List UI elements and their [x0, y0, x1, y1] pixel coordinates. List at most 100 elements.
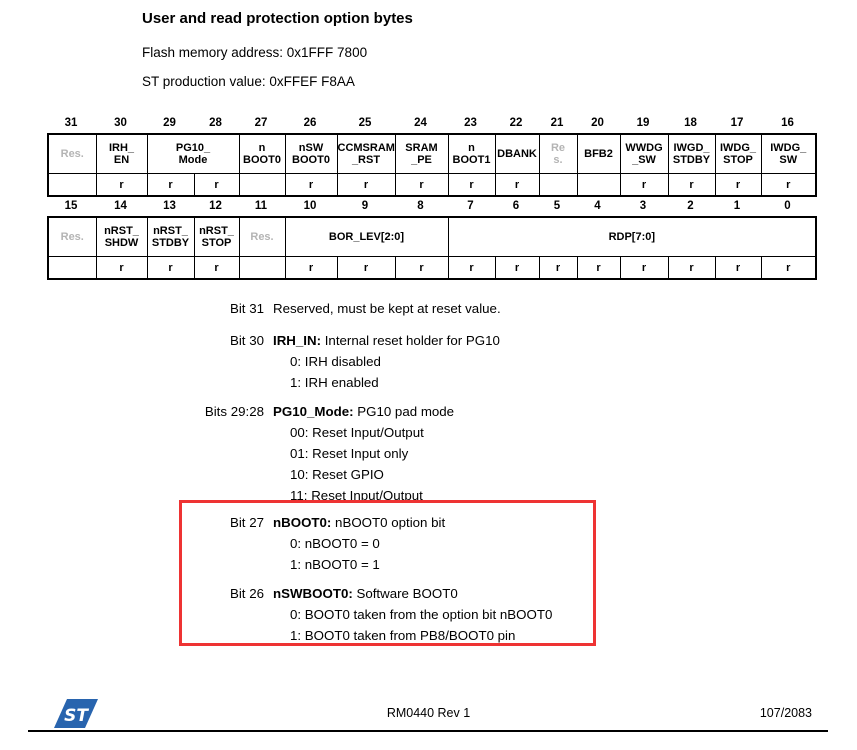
- bit-label: Bits 29:28: [204, 404, 264, 419]
- register-table-low: 15 14 13 12 11 10 9 8 7 6 5 4 3 2 1 0 Res. nRST_ SHDW nRS…: [47, 200, 818, 280]
- bit-number: 30: [114, 117, 127, 129]
- bit-description-head: nBOOT0: nBOOT0 option bit: [273, 515, 446, 530]
- st-logo-icon: ST: [54, 699, 98, 728]
- bit-number: 16: [781, 117, 794, 129]
- bit-description-bits-29-28: Bits 29:28 PG10_Mode: PG10 pad mode 00: Re…: [180, 401, 670, 506]
- bit-number: 27: [254, 117, 268, 129]
- access-cell: r: [760, 256, 817, 280]
- bit-number: 31: [64, 117, 78, 129]
- access-cell: r: [760, 173, 817, 197]
- field-cell: SRAM _PE: [394, 133, 449, 174]
- bit-descriptions: Bit 31 Reserved, must be kept at reset va…: [180, 0, 680, 660]
- bit-number: 1: [733, 200, 741, 212]
- bit-label: Bit 26: [229, 586, 264, 601]
- bit-number-row-low: 15 14 13 12 11 10 9 8 7 6 5 4 3 2 1 0: [47, 200, 815, 216]
- value-line: 10: Reset GPIO: [290, 467, 384, 482]
- access-cell: r: [667, 173, 716, 197]
- field-cell: nRST_ STOP: [193, 216, 240, 257]
- value-line: 0: BOOT0 taken from the option bit nBOOT…: [290, 607, 553, 622]
- bit-description-bit-27: Bit 27 nBOOT0: nBOOT0 option bit 0: nBOOT0…: [180, 512, 670, 575]
- bit-number: 29: [163, 117, 176, 129]
- footer-doc-ref: RM0440 Rev 1: [386, 706, 471, 720]
- access-cell: r: [284, 256, 338, 280]
- bit-label: Bit 31: [229, 301, 264, 316]
- field-cell: CCMSRAM _RST: [336, 133, 396, 174]
- bit-number: 26: [303, 117, 317, 129]
- bit-description-head: Reserved, must be kept at reset value.: [273, 301, 501, 316]
- bit-number: 17: [730, 117, 744, 129]
- access-cell: r: [284, 173, 338, 197]
- access-cell: r: [336, 256, 396, 280]
- bit-description-head: IRH_IN: Internal reset holder for PG10: [273, 333, 500, 348]
- access-cell: [47, 173, 97, 197]
- field-cell: nRST_ STDBY: [146, 216, 195, 257]
- field-cell: WWDG _SW: [619, 133, 669, 174]
- bit-number: 28: [209, 117, 222, 129]
- field-cell: BFB2: [576, 133, 621, 174]
- bit-number: 25: [358, 117, 372, 129]
- bit-number-row-high: 31 30 29 28 27 26 25 24 23 22 21 20 19 18 17 16: [47, 117, 815, 133]
- field-cell: IRH_ EN: [95, 133, 148, 174]
- reserved-field-cell: Res.: [47, 216, 97, 257]
- field-cell: DBANK: [494, 133, 540, 174]
- field-cell: nSW BOOT0: [284, 133, 338, 174]
- flash-address-line: Flash memory address: 0x1FFF 7800: [142, 45, 368, 60]
- access-cell: r: [619, 256, 669, 280]
- reserved-field-cell: Re s.: [538, 133, 578, 174]
- access-cell: r: [146, 173, 195, 197]
- value-line: 1: IRH enabled: [290, 375, 379, 390]
- bit-description-bit-26: Bit 26 nSWBOOT0: Software BOOT0 0: BOOT0 t…: [180, 583, 670, 646]
- bit-number: 18: [684, 117, 697, 129]
- access-cell: r: [95, 173, 148, 197]
- access-cell: r: [146, 256, 195, 280]
- access-cell: r: [447, 173, 496, 197]
- bit-number: 4: [594, 200, 601, 212]
- bit-label: Bit 30: [229, 333, 264, 348]
- access-cell: r: [494, 173, 540, 197]
- access-cell: r: [576, 256, 621, 280]
- access-cell: r: [714, 256, 762, 280]
- value-line: 0: nBOOT0 = 0: [290, 536, 380, 551]
- bit-number: 5: [553, 200, 561, 212]
- access-cell: r: [193, 256, 240, 280]
- bit-description-head: PG10_Mode: PG10 pad mode: [273, 404, 455, 419]
- highlight-box: [179, 500, 596, 646]
- bit-number: 24: [414, 117, 427, 129]
- register-fields-table-high: Res. IRH_ EN PG10_ Mode n BOOT0 nSW BOOT0 CCM…: [47, 133, 817, 197]
- access-cell: r: [667, 256, 716, 280]
- bit-number: 9: [361, 200, 369, 212]
- register-fields-table-low: Res. nRST_ SHDW nRST_ STDBY nRST_ STOP Res. B…: [47, 216, 818, 280]
- bit-number: 23: [464, 117, 477, 129]
- value-line: 01: Reset Input only: [290, 446, 409, 461]
- bit-number: 14: [114, 200, 127, 212]
- bit-description-body: nBOOT0: nBOOT0 option bit 0: nBOOT0 = 0 1:…: [273, 512, 670, 575]
- value-line: 0: IRH disabled: [290, 354, 381, 369]
- bit-number: 10: [303, 200, 317, 212]
- access-cell: r: [619, 173, 669, 197]
- field-cell: IWGD_ STDBY: [667, 133, 716, 174]
- access-cell: [576, 173, 621, 197]
- access-cell: r: [447, 256, 496, 280]
- reserved-field-cell: Res.: [238, 216, 286, 257]
- value-line: 1: BOOT0 taken from PB8/BOOT0 pin: [290, 628, 516, 643]
- bit-description-body: nSWBOOT0: Software BOOT0 0: BOOT0 taken f…: [273, 583, 670, 646]
- bit-description-body: Reserved, must be kept at reset value.: [273, 298, 670, 319]
- bit-number: 3: [639, 200, 647, 212]
- bit-number: 0: [784, 200, 791, 212]
- bit-description-body: PG10_Mode: PG10 pad mode 00: Reset Input/…: [273, 401, 670, 506]
- field-cell: BOR_LEV[2:0]: [284, 216, 449, 257]
- access-cell: r: [336, 173, 396, 197]
- value-line: 00: Reset Input/Output: [290, 425, 424, 440]
- access-cell: r: [394, 173, 449, 197]
- bit-number: 19: [636, 117, 650, 129]
- value-line: 11: Reset Input/Output: [290, 488, 423, 503]
- bit-description-head: nSWBOOT0: Software BOOT0: [273, 586, 458, 601]
- reserved-field-cell: Res.: [47, 133, 97, 174]
- production-value-line: ST production value: 0xFFEF F8AA: [142, 74, 355, 89]
- access-cell: [538, 173, 578, 197]
- access-cell: r: [193, 173, 240, 197]
- bit-number: 13: [163, 200, 176, 212]
- access-cell: r: [394, 256, 449, 280]
- field-cell: n BOOT0: [238, 133, 286, 174]
